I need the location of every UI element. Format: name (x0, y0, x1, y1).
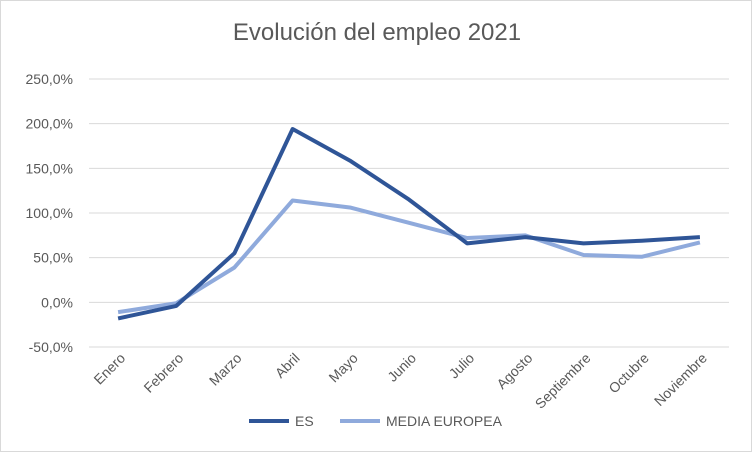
x-tick-label: Marzo (206, 350, 245, 389)
x-tick-label: Febrero (140, 350, 186, 396)
y-tick-label: 100,0% (26, 205, 73, 221)
x-tick-label: Octubre (605, 350, 652, 397)
series-line-media-europea (117, 198, 701, 315)
x-tick-label: Abril (272, 350, 303, 381)
y-tick-label: 50,0% (33, 250, 73, 266)
x-tick-label: Noviembre (651, 350, 710, 409)
legend-label: ES (295, 413, 314, 429)
x-tick-label: Junio (384, 350, 419, 385)
x-tick-label: Enero (90, 350, 128, 388)
series-line-es (117, 127, 701, 321)
y-tick-label: 0,0% (41, 294, 73, 310)
chart-title: Evolución del empleo 2021 (232, 19, 522, 46)
y-tick-label: 150,0% (26, 160, 73, 176)
x-tick-label: Julio (446, 350, 478, 382)
y-tick-label: 250,0% (26, 71, 73, 87)
y-tick-label: 200,0% (26, 116, 73, 132)
legend-label: MEDIA EUROPEA (386, 413, 503, 429)
x-tick-label: Mayo (325, 350, 361, 386)
y-tick-label: -50,0% (29, 339, 73, 355)
x-tick-label: Septiembre (532, 350, 594, 412)
x-tick-label: Agosto (493, 350, 535, 392)
